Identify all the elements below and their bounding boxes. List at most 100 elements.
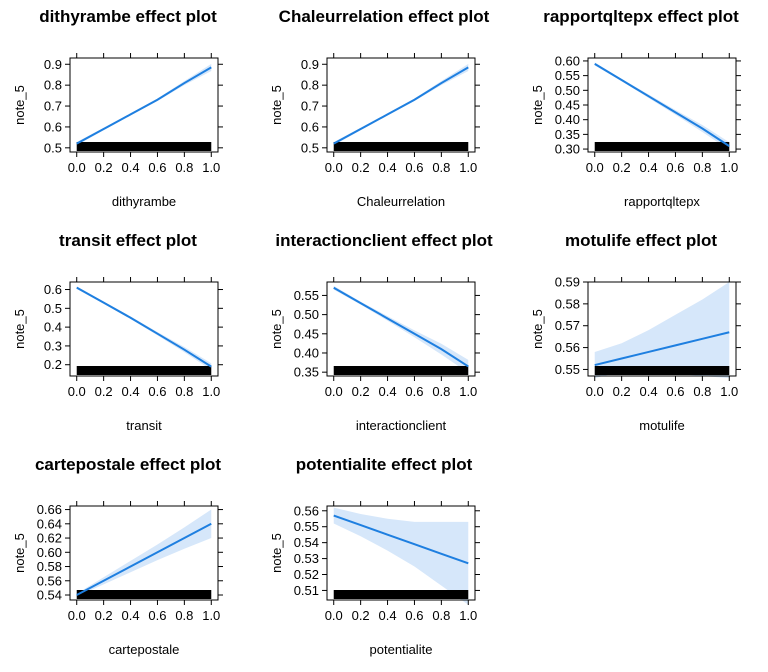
rug-marks	[333, 366, 469, 375]
x-tick-label: 0.8	[432, 160, 450, 175]
x-tick-label: 0.6	[405, 160, 423, 175]
rug-marks	[76, 366, 212, 375]
y-tick-label: 0.45	[555, 98, 580, 113]
plot-frame	[326, 57, 476, 153]
x-tick-label: 0.8	[432, 384, 450, 399]
y-axis-label: note_5	[12, 533, 27, 573]
rug-marks	[76, 590, 212, 599]
y-tick-label: 0.58	[555, 296, 580, 311]
x-axis-label: potentialite	[370, 642, 433, 657]
effect-panel-6: cartepostale effect plot 0.0 0.2 0.4 0.6 0.8 1…	[12, 455, 223, 657]
effect-panel-2: rapportqltepx effect plot 0.0 0.2 0.4 0.6 0.8…	[530, 7, 741, 209]
x-tick-label: 1.0	[202, 608, 220, 623]
x-axis-label: motulife	[639, 418, 685, 433]
panel-title: potentialite effect plot	[296, 455, 473, 474]
panel-title: interactionclient effect plot	[275, 231, 493, 250]
y-axis-label: note_5	[530, 309, 545, 349]
x-tick-label: 0.2	[352, 160, 370, 175]
x-axis-label: transit	[126, 418, 162, 433]
panel-title: motulife effect plot	[565, 231, 717, 250]
y-axis-label: note_5	[269, 85, 284, 125]
effect-panel-1: Chaleurrelation effect plot 0.0 0.2 0.4 0.6 0…	[269, 7, 490, 209]
y-tick-label: 0.54	[37, 588, 62, 603]
y-tick-label: 0.5	[301, 140, 319, 155]
x-tick-label: 0.4	[379, 160, 397, 175]
effect-line	[594, 63, 730, 147]
x-tick-label: 0.4	[640, 384, 658, 399]
x-axis-label: dithyrambe	[112, 194, 176, 209]
y-tick-label: 0.8	[44, 78, 62, 93]
y-tick-label: 0.66	[37, 502, 62, 517]
y-tick-label: 0.6	[44, 282, 62, 297]
y-tick-label: 0.60	[555, 53, 580, 68]
y-tick-label: 0.60	[37, 545, 62, 560]
panel-title: rapportqltepx effect plot	[543, 7, 739, 26]
x-tick-label: 0.8	[175, 160, 193, 175]
x-tick-label: 0.6	[405, 384, 423, 399]
x-tick-label: 0.6	[148, 608, 166, 623]
x-tick-label: 0.8	[693, 384, 711, 399]
y-tick-label: 0.50	[555, 83, 580, 98]
y-tick-label: 0.53	[294, 551, 319, 566]
y-tick-label: 0.59	[555, 275, 580, 290]
x-axis-label: cartepostale	[109, 642, 180, 657]
x-tick-label: 0.4	[379, 384, 397, 399]
x-tick-label: 1.0	[202, 160, 220, 175]
x-tick-label: 0.8	[175, 384, 193, 399]
effect-line	[594, 331, 730, 367]
y-tick-label: 0.6	[301, 119, 319, 134]
y-tick-label: 0.7	[44, 99, 62, 114]
rug-marks	[594, 366, 730, 375]
plot-frame	[69, 505, 219, 601]
x-tick-label: 0.8	[693, 160, 711, 175]
x-tick-label: 0.2	[95, 160, 113, 175]
x-tick-label: 1.0	[202, 384, 220, 399]
effect-line	[333, 514, 469, 565]
x-axis-label: interactionclient	[356, 418, 447, 433]
y-tick-label: 0.5	[44, 301, 62, 316]
y-tick-label: 0.55	[294, 519, 319, 534]
y-tick-label: 0.54	[294, 535, 319, 550]
x-tick-label: 0.4	[122, 384, 140, 399]
x-tick-label: 0.8	[432, 608, 450, 623]
x-tick-label: 0.4	[122, 160, 140, 175]
x-tick-label: 0.8	[175, 608, 193, 623]
x-tick-label: 0.0	[68, 608, 86, 623]
rug-marks	[333, 590, 469, 599]
confidence-band	[76, 509, 212, 597]
x-tick-label: 1.0	[720, 384, 738, 399]
effect-line	[333, 66, 469, 145]
confidence-band	[333, 507, 469, 605]
panel-title: dithyrambe effect plot	[39, 7, 217, 26]
panel-title: Chaleurrelation effect plot	[279, 7, 490, 26]
y-tick-label: 0.45	[294, 326, 319, 341]
y-tick-label: 0.62	[37, 531, 62, 546]
y-tick-label: 0.56	[37, 573, 62, 588]
x-tick-label: 0.4	[379, 608, 397, 623]
x-tick-label: 0.2	[95, 608, 113, 623]
x-tick-label: 0.6	[405, 608, 423, 623]
confidence-band	[594, 282, 730, 379]
x-tick-label: 0.0	[68, 384, 86, 399]
plot-frame	[587, 281, 737, 377]
x-tick-label: 0.2	[352, 608, 370, 623]
effect-panel-0: dithyrambe effect plot 0.0 0.2 0.4 0.6 0.8 1.0…	[12, 7, 223, 209]
plot-frame	[69, 281, 219, 377]
y-tick-label: 0.56	[294, 503, 319, 518]
x-tick-label: 1.0	[459, 160, 477, 175]
y-axis-label: note_5	[269, 533, 284, 573]
y-tick-label: 0.2	[44, 357, 62, 372]
y-tick-label: 0.52	[294, 567, 319, 582]
effect-line	[76, 522, 212, 596]
effect-line	[76, 286, 212, 368]
x-tick-label: 0.0	[586, 384, 604, 399]
plot-frame	[69, 57, 219, 153]
rug-marks	[333, 142, 469, 151]
effect-panel-3: transit effect plot 0.0 0.2 0.4 0.6 0.8 1.0 0.2…	[12, 231, 223, 433]
y-tick-label: 0.35	[555, 127, 580, 142]
x-tick-label: 0.6	[148, 160, 166, 175]
y-tick-label: 0.9	[44, 57, 62, 72]
y-tick-label: 0.56	[555, 340, 580, 355]
panel-title: transit effect plot	[59, 231, 197, 250]
